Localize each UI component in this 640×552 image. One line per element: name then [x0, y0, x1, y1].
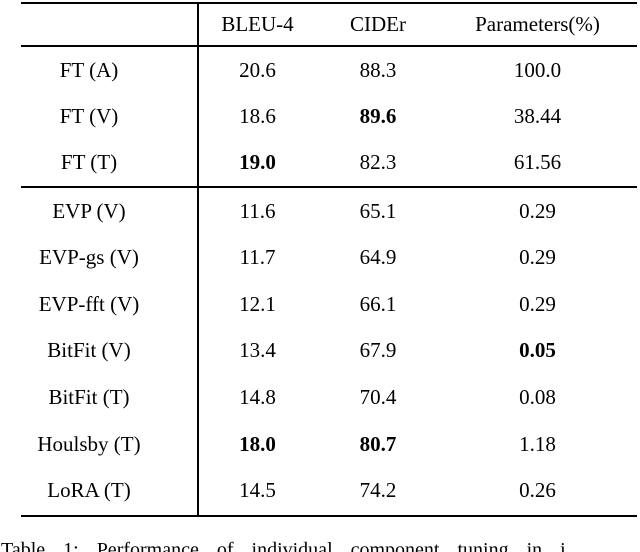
parameters-value: 0.08 [519, 385, 556, 410]
table-bottom-rule [21, 515, 637, 517]
row-label: EVP (V) [52, 198, 126, 223]
bleu4-value: 20.6 [239, 57, 276, 82]
row-label: Houlsby (T) [37, 431, 141, 456]
table-row: BitFit (T) 14.8 70.4 0.08 [21, 374, 637, 421]
parameters-value: 100.0 [513, 57, 562, 82]
cider-value: 70.4 [359, 385, 397, 410]
table-row: FT (V) 18.6 89.6 38.44 [21, 93, 637, 139]
parameters-value: 0.26 [519, 478, 556, 503]
bleu4-value: 11.6 [239, 198, 276, 223]
header-cider: CIDEr [350, 11, 406, 36]
table-section-pet: EVP (V) 11.6 65.1 0.29 EVP-gs (V) 11.7 6… [21, 188, 637, 514]
parameters-value: 1.18 [519, 431, 556, 456]
parameters-value: 0.05 [519, 338, 556, 363]
table-row: Houlsby (T) 18.0 80.7 1.18 [21, 421, 637, 468]
row-label: BitFit (T) [48, 385, 130, 410]
header-parameters: Parameters(%) [475, 11, 600, 36]
row-label: BitFit (V) [47, 338, 131, 363]
table-midsection-rule [21, 186, 637, 188]
bleu4-value: 18.6 [239, 103, 276, 128]
bleu4-value: 19.0 [239, 149, 276, 174]
bleu4-value: 12.1 [239, 291, 276, 316]
parameters-value: 61.56 [513, 149, 562, 174]
table-header-rule [21, 45, 637, 47]
row-label: EVP-fft (V) [38, 291, 140, 316]
table-section-finetune: FT (A) 20.6 88.3 100.0 FT (V) 18.6 89.6 … [21, 47, 637, 185]
row-label: LoRA (T) [47, 478, 131, 503]
cider-value: 66.1 [359, 291, 397, 316]
bleu4-value: 18.0 [239, 431, 276, 456]
parameters-value: 38.44 [513, 103, 562, 128]
cider-value: 88.3 [359, 57, 397, 82]
row-label: FT (A) [59, 57, 119, 82]
cider-value: 64.9 [359, 245, 397, 270]
table-row: EVP (V) 11.6 65.1 0.29 [21, 188, 637, 235]
row-label: FT (V) [59, 103, 119, 128]
parameters-value: 0.29 [519, 245, 556, 270]
row-label: FT (T) [60, 149, 118, 174]
bleu4-value: 14.8 [239, 385, 276, 410]
bleu4-value: 13.4 [239, 338, 276, 363]
row-label: EVP-gs (V) [39, 245, 139, 270]
table-row: BitFit (V) 13.4 67.9 0.05 [21, 328, 637, 375]
header-bleu4: BLEU-4 [221, 11, 294, 36]
cider-value: 67.9 [359, 338, 397, 363]
table-row: FT (T) 19.0 82.3 61.56 [21, 139, 637, 185]
table-column-divider [197, 2, 199, 517]
cider-value: 89.6 [359, 103, 397, 128]
bleu4-value: 11.7 [239, 245, 276, 270]
table-header-row: BLEU-4 CIDEr Parameters(%) [21, 3, 637, 45]
cider-value: 82.3 [359, 149, 397, 174]
cider-value: 65.1 [359, 198, 397, 223]
table-caption: Table 1: Performance of individual compo… [1, 539, 566, 552]
table-row: EVP-fft (V) 12.1 66.1 0.29 [21, 281, 637, 328]
table-row: EVP-gs (V) 11.7 64.9 0.29 [21, 235, 637, 282]
parameters-value: 0.29 [519, 291, 556, 316]
parameters-value: 0.29 [519, 198, 556, 223]
cider-value: 74.2 [359, 478, 397, 503]
bleu4-value: 14.5 [239, 478, 276, 503]
table-row: LoRA (T) 14.5 74.2 0.26 [21, 467, 637, 514]
table-top-rule [21, 2, 637, 4]
cider-value: 80.7 [359, 431, 397, 456]
table-row: FT (A) 20.6 88.3 100.0 [21, 47, 637, 93]
